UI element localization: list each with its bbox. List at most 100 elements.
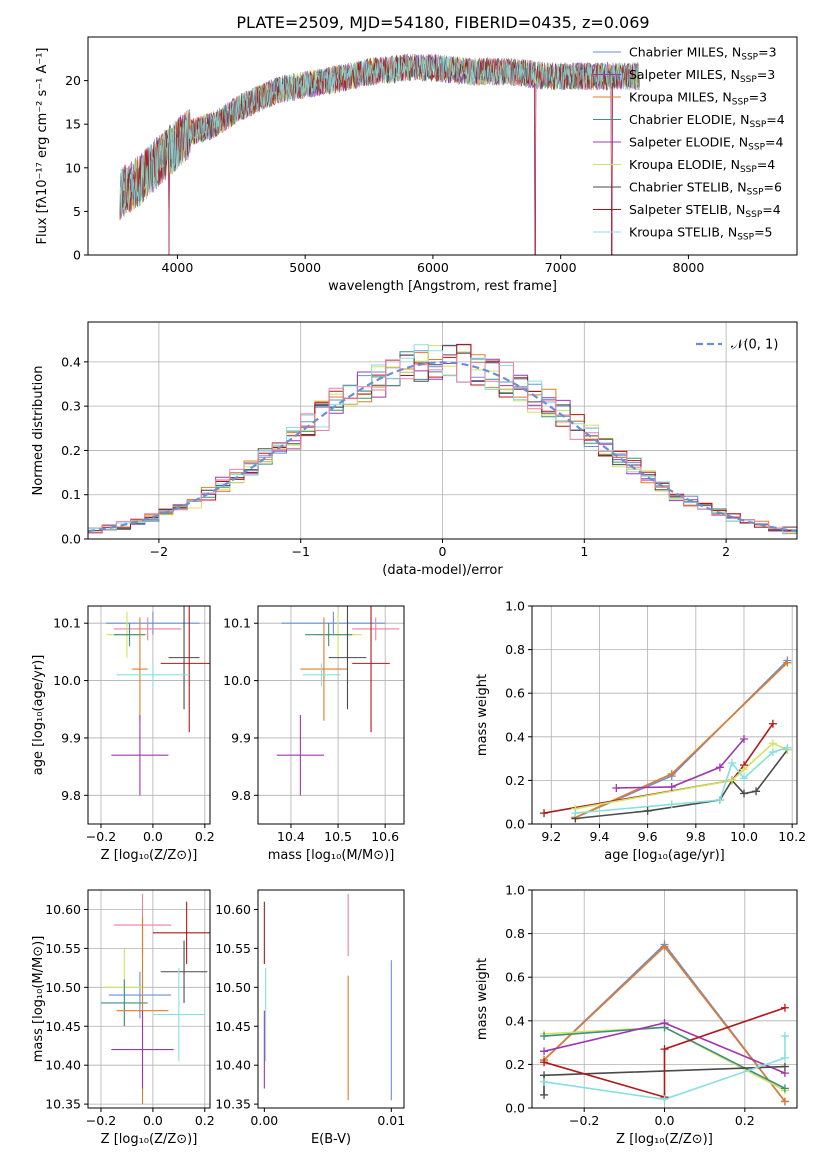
- legend-sub: SSP: [737, 233, 754, 243]
- x-tick-label: 0.0: [655, 1113, 675, 1128]
- y-tick-label: 5: [73, 204, 81, 219]
- legend-name: Kroupa ELODIE, N: [629, 157, 740, 172]
- plot-area: [276, 606, 400, 796]
- data-marker: [780, 1097, 789, 1106]
- x-tick-label: 8000: [673, 260, 705, 275]
- x-tick-label: 2: [722, 544, 730, 559]
- data-marker: [740, 774, 748, 783]
- data-marker: [571, 809, 580, 818]
- legend-entry: Kroupa STELIB, NSSP=5: [629, 225, 773, 243]
- x-tick-label: 9.6: [638, 829, 658, 844]
- y-tick-label: 0.6: [505, 686, 525, 701]
- y-axis-label: mass weight: [475, 674, 490, 756]
- y-tick-label: 0.0: [505, 817, 525, 832]
- y-tick-label: 10.50: [45, 980, 81, 995]
- data-marker: [783, 743, 792, 752]
- x-tick-label: 10.0: [730, 829, 758, 844]
- y-tick-label: 0.8: [505, 642, 525, 657]
- plot-area: [100, 893, 210, 1105]
- legend-name: Kroupa STELIB, N: [629, 225, 737, 240]
- data-marker: [740, 789, 748, 798]
- axes-frame: [87, 605, 211, 825]
- data-marker: [660, 942, 669, 951]
- legend-eq: =3: [758, 45, 776, 60]
- axes-frame: [87, 36, 798, 256]
- y-tick-label: 0.4: [61, 354, 81, 369]
- y-axis-label: mass weight: [475, 958, 490, 1040]
- legend-name: Salpeter STELIB, N: [629, 202, 745, 217]
- y-tick-label: 0.0: [505, 1101, 525, 1116]
- y-tick-label: 0.4: [505, 729, 525, 744]
- axes-frame: [257, 889, 405, 1109]
- legend-name: Salpeter MILES, N: [629, 67, 740, 82]
- y-tick-label: 10.55: [45, 941, 81, 956]
- x-axis-label: Z [log₁₀(Z/Z⊙)]: [616, 1132, 713, 1147]
- x-axis-label: (data-model)/error: [382, 563, 503, 578]
- y-tick-label: 0: [73, 248, 81, 263]
- data-marker: [780, 1053, 789, 1062]
- legend-entry: Chabrier MILES, NSSP=3: [629, 45, 777, 63]
- x-tick-label: 9.4: [590, 829, 610, 844]
- axes-frame: [87, 889, 211, 1109]
- x-tick-label: 6000: [417, 260, 449, 275]
- plot-area: [543, 659, 789, 820]
- data-marker: [540, 1032, 549, 1041]
- legend-sub: SSP: [745, 210, 762, 220]
- legend-sub: SSP: [740, 75, 757, 85]
- x-axis-label: mass [log₁₀(M/M⊙)]: [268, 848, 395, 863]
- y-tick-label: 9.8: [231, 788, 251, 803]
- plot-area: [88, 343, 797, 537]
- data-marker: [660, 1095, 669, 1104]
- legend-entry: Salpeter MILES, NSSP=3: [629, 67, 775, 85]
- y-tick-label: 20: [65, 73, 81, 88]
- legend-name: Chabrier MILES, N: [629, 45, 741, 60]
- y-tick-label: 10: [65, 160, 81, 175]
- data-marker: [540, 809, 549, 818]
- x-tick-label: 10.6: [371, 829, 399, 844]
- x-tick-label: 10.2: [778, 829, 806, 844]
- y-axis-label: Normed distribution: [31, 366, 46, 496]
- plot-area: [119, 53, 640, 255]
- data-marker: [768, 719, 777, 728]
- y-tick-label: 10.45: [215, 1019, 251, 1034]
- x-tick-label: 0: [439, 544, 447, 559]
- weight-line: [543, 1036, 786, 1101]
- spectrum-line: [119, 53, 640, 255]
- legend-sub: SSP: [741, 53, 758, 63]
- legend-entry: Chabrier ELODIE, NSSP=4: [629, 112, 785, 130]
- y-axis-label: Flux [fλ10⁻¹⁷ erg cm⁻² s⁻¹ A⁻¹]: [35, 48, 50, 245]
- y-tick-label: 10.60: [45, 902, 81, 917]
- y-tick-label: 0.6: [505, 970, 525, 985]
- x-tick-label: 0.01: [377, 1113, 405, 1128]
- y-tick-label: 10.0: [53, 673, 81, 688]
- legend-sub: SSP: [748, 143, 765, 153]
- x-tick-label: 0.2: [195, 829, 215, 844]
- weight-line: [543, 1006, 786, 1099]
- y-tick-label: 10.35: [45, 1097, 81, 1112]
- legend-entry: Kroupa MILES, NSSP=3: [629, 90, 767, 108]
- x-axis-label: age [log₁₀(age/yr)]: [604, 848, 725, 863]
- residuals-panel: −2 −1 0 1 2 0.0 0.1 0.2 0.3 0.4 (data-model)/error…: [31, 321, 798, 578]
- weight-line: [575, 749, 789, 820]
- y-axis-label: age [log₁₀(age/yr)]: [31, 655, 46, 776]
- x-tick-label: 0.0: [143, 1113, 163, 1128]
- data-marker: [540, 1058, 549, 1067]
- x-tick-label: −0.2: [86, 829, 116, 844]
- legend-entry: Salpeter STELIB, NSSP=4: [629, 202, 781, 220]
- y-tick-label: 9.9: [61, 730, 81, 745]
- data-marker: [783, 658, 792, 667]
- x-tick-label: 0.2: [195, 1113, 215, 1128]
- x-tick-label: 1: [580, 544, 588, 559]
- x-tick-label: −0.2: [569, 1113, 599, 1128]
- data-marker: [667, 800, 676, 809]
- x-tick-label: 5000: [289, 260, 321, 275]
- y-tick-label: 1.0: [505, 883, 525, 898]
- y-tick-label: 10.1: [53, 616, 81, 631]
- data-marker: [768, 739, 777, 748]
- data-marker: [780, 1032, 789, 1041]
- x-axis-label: wavelength [Angstrom, rest frame]: [328, 279, 557, 294]
- legend-eq: =5: [754, 225, 772, 240]
- x-tick-label: 7000: [545, 260, 577, 275]
- x-tick-label: 9.8: [686, 829, 706, 844]
- data-marker: [715, 796, 724, 805]
